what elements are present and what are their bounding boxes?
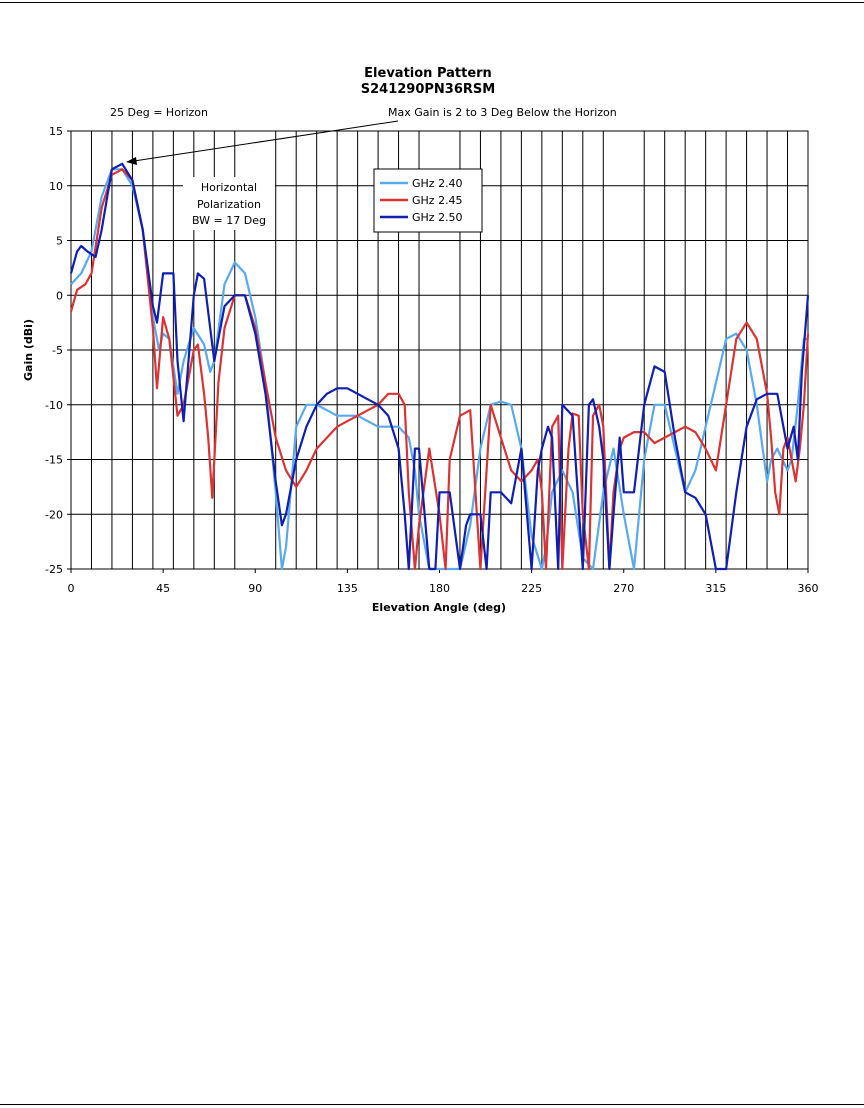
x-tick-label: 90 bbox=[248, 582, 262, 595]
legend-label-1: GHz 2.40 bbox=[412, 177, 463, 190]
polarization-line-3: BW = 17 Deg bbox=[192, 214, 266, 227]
series-line-1 bbox=[70, 168, 808, 571]
series-lines bbox=[69, 162, 810, 571]
y-tick-label: -20 bbox=[45, 508, 63, 521]
legend-label-3: GHz 2.50 bbox=[412, 211, 463, 224]
y-tick-label: 0 bbox=[56, 289, 63, 302]
series-line-3 bbox=[69, 162, 810, 571]
chart-title: Elevation Pattern bbox=[364, 66, 492, 81]
y-tick-label: -15 bbox=[45, 454, 63, 467]
y-axis-label: Gain (dBi) bbox=[22, 319, 35, 381]
y-tick-label: 5 bbox=[56, 235, 63, 248]
legend-label-2: GHz 2.45 bbox=[412, 194, 463, 207]
x-tick-label: 45 bbox=[156, 582, 170, 595]
y-tick-label: 10 bbox=[49, 180, 63, 193]
max-gain-annotation: Max Gain is 2 to 3 Deg Below the Horizon bbox=[388, 106, 617, 119]
max-gain-arrow bbox=[126, 120, 399, 165]
x-tick-labels: 0 45 90 135 180 225 270 315 360 bbox=[68, 569, 819, 595]
x-tick-label: 270 bbox=[613, 582, 634, 595]
x-tick-label: 135 bbox=[337, 582, 358, 595]
x-tick-label: 315 bbox=[705, 582, 726, 595]
y-tick-label: -5 bbox=[52, 344, 63, 357]
y-tick-label: -25 bbox=[45, 563, 63, 576]
x-tick-label: 0 bbox=[68, 582, 75, 595]
series-line-2 bbox=[69, 168, 810, 571]
polarization-line-2: Polarization bbox=[197, 198, 261, 211]
y-tick-label: -10 bbox=[45, 399, 63, 412]
x-tick-label: 180 bbox=[429, 582, 450, 595]
polarization-annotation: Horizontal Polarization BW = 17 Deg bbox=[183, 177, 275, 230]
x-axis-label: Elevation Angle (deg) bbox=[372, 601, 506, 614]
x-tick-label: 225 bbox=[521, 582, 542, 595]
y-tick-label: 15 bbox=[49, 125, 63, 138]
chart-subtitle: S241290PN36RSM bbox=[361, 82, 495, 97]
elevation-pattern-chart: Elevation Pattern S241290PN36RSM 25 Deg … bbox=[22, 66, 819, 614]
polarization-line-1: Horizontal bbox=[201, 181, 257, 194]
top-rule bbox=[0, 2, 864, 3]
x-tick-label: 360 bbox=[798, 582, 819, 595]
bottom-rule bbox=[0, 1104, 864, 1105]
y-tick-labels: 15 10 5 0 -5 -10 -15 -20 -25 bbox=[45, 125, 71, 576]
horizon-annotation: 25 Deg = Horizon bbox=[110, 106, 208, 119]
legend: GHz 2.40 GHz 2.45 GHz 2.50 bbox=[373, 168, 483, 233]
